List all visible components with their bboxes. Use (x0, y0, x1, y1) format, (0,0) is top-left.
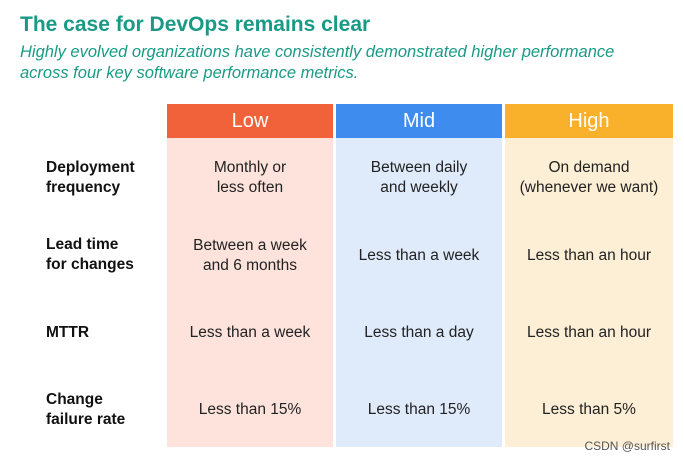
column-low-background (167, 138, 333, 447)
cell-mttr-mid: Less than a day (364, 324, 474, 341)
column-high-background (505, 138, 673, 447)
row-label-change-failure-rate: Change failure rate (46, 391, 126, 428)
cell-mttr-high: Less than an hour (526, 324, 652, 341)
cell-change-failure-rate-high: Less than 5% (542, 400, 636, 418)
column-header-mid: Mid (336, 104, 502, 138)
cell-mttr-low: Less than a week (189, 324, 311, 341)
cell-change-failure-rate-low: Less than 15% (198, 400, 302, 418)
cell-deployment-frequency-mid: Between daily and weekly (370, 159, 468, 196)
cell-lead-time-high: Less than an hour (526, 247, 652, 264)
page-subtitle: Highly evolved organizations have consis… (20, 43, 615, 82)
cell-deployment-frequency-low: Monthly or less often (213, 159, 287, 196)
cell-lead-time-low: Between a week and 6 months (193, 237, 307, 274)
page-title: The case for DevOps remains clear (20, 13, 371, 36)
column-mid-background (336, 138, 502, 447)
watermark: CSDN @surfirst (584, 439, 670, 453)
row-label-mttr: MTTR (46, 324, 90, 341)
cell-lead-time-mid: Less than a week (358, 247, 480, 264)
column-header-low: Low (167, 104, 333, 138)
cell-change-failure-rate-mid: Less than 15% (367, 400, 471, 418)
cell-deployment-frequency-high: On demand (whenever we want) (519, 159, 659, 196)
row-label-deployment-frequency: Deployment frequency (46, 159, 135, 196)
column-header-high: High (505, 104, 673, 138)
row-label-lead-time: Lead time for changes (46, 236, 134, 273)
